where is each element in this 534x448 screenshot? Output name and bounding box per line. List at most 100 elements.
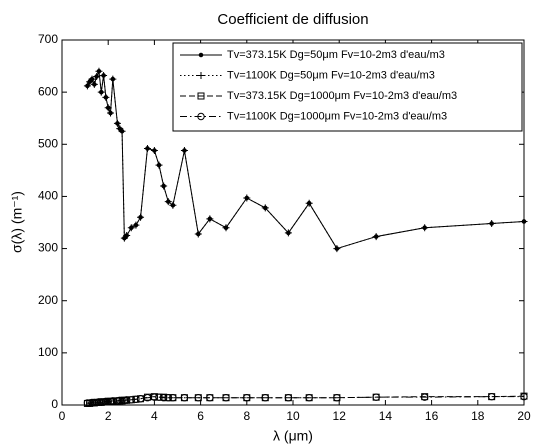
marker bbox=[333, 245, 341, 253]
y-tick-label: 100 bbox=[38, 345, 58, 359]
y-tick-label: 700 bbox=[38, 32, 58, 46]
marker bbox=[164, 198, 172, 206]
chart-title: Coefficient de diffusion bbox=[217, 11, 368, 28]
marker bbox=[284, 394, 293, 402]
x-tick-label: 12 bbox=[333, 409, 347, 423]
marker bbox=[127, 224, 135, 232]
marker bbox=[261, 394, 269, 402]
marker bbox=[160, 182, 168, 190]
marker bbox=[155, 393, 163, 401]
legend-marker bbox=[197, 112, 205, 121]
marker bbox=[137, 213, 145, 221]
legend-label: Tv=373.15K Dg=1000μm Fv=10-2m3 d'eau/m3 bbox=[227, 90, 457, 102]
legend-label: Tv=373.15K Dg=50μm Fv=10-2m3 d'eau/m3 bbox=[227, 49, 445, 61]
marker bbox=[222, 394, 230, 402]
x-tick-label: 2 bbox=[105, 409, 112, 423]
marker bbox=[143, 144, 151, 152]
marker bbox=[93, 73, 101, 80]
legend-label: Tv=1100K Dg=50μm Fv=10-2m3 d'eau/m3 bbox=[227, 69, 435, 81]
x-tick-label: 8 bbox=[243, 409, 250, 423]
legend-marker bbox=[197, 72, 205, 79]
y-axis-label: σ(λ) (m⁻¹) bbox=[9, 191, 25, 253]
marker bbox=[97, 88, 105, 96]
marker bbox=[372, 233, 380, 241]
marker bbox=[169, 394, 177, 402]
marker bbox=[194, 394, 202, 402]
marker bbox=[150, 393, 159, 401]
legend-marker bbox=[197, 92, 205, 100]
marker bbox=[305, 199, 313, 207]
x-tick-label: 4 bbox=[151, 409, 158, 423]
marker bbox=[83, 82, 91, 90]
marker bbox=[95, 67, 103, 75]
marker bbox=[90, 80, 98, 88]
marker bbox=[104, 104, 112, 112]
marker bbox=[90, 398, 99, 407]
marker bbox=[261, 204, 269, 212]
marker bbox=[180, 394, 189, 402]
marker bbox=[520, 392, 528, 401]
marker bbox=[88, 398, 96, 407]
marker bbox=[487, 392, 496, 401]
marker bbox=[127, 396, 136, 404]
marker bbox=[88, 75, 96, 83]
marker bbox=[100, 71, 108, 79]
marker bbox=[155, 161, 163, 169]
x-tick-label: 16 bbox=[425, 409, 439, 423]
marker bbox=[243, 394, 251, 402]
marker bbox=[180, 147, 188, 155]
x-tick-label: 18 bbox=[471, 409, 485, 423]
marker bbox=[118, 396, 126, 405]
y-tick-label: 200 bbox=[38, 293, 58, 307]
marker bbox=[520, 217, 528, 225]
marker bbox=[194, 230, 202, 238]
marker bbox=[222, 224, 230, 232]
marker bbox=[107, 109, 115, 117]
marker bbox=[97, 398, 105, 406]
x-tick-label: 14 bbox=[379, 409, 393, 423]
marker bbox=[136, 395, 145, 403]
marker bbox=[123, 232, 131, 240]
marker bbox=[333, 394, 341, 402]
legend-label: Tv=1100K Dg=1000μm Fv=10-2m3 d'eau/m3 bbox=[227, 110, 447, 122]
legend-box bbox=[172, 42, 523, 132]
marker bbox=[102, 397, 110, 406]
marker bbox=[420, 393, 429, 401]
marker bbox=[305, 394, 313, 402]
marker bbox=[83, 399, 92, 407]
y-tick-label: 0 bbox=[51, 397, 58, 411]
marker bbox=[132, 395, 140, 403]
marker bbox=[104, 397, 112, 406]
marker bbox=[109, 75, 117, 83]
marker bbox=[118, 127, 126, 135]
marker bbox=[206, 215, 214, 223]
y-tick-label: 300 bbox=[38, 241, 58, 255]
marker bbox=[421, 224, 429, 232]
marker bbox=[109, 397, 117, 405]
marker bbox=[95, 398, 103, 406]
x-tick-label: 6 bbox=[197, 409, 204, 423]
marker bbox=[143, 394, 152, 402]
marker bbox=[284, 229, 292, 237]
y-tick-label: 600 bbox=[38, 84, 58, 98]
marker bbox=[164, 394, 172, 402]
marker bbox=[206, 394, 214, 402]
marker bbox=[132, 221, 140, 229]
marker bbox=[372, 393, 380, 401]
x-tick-label: 10 bbox=[286, 409, 300, 423]
x-tick-label: 20 bbox=[517, 409, 531, 423]
marker bbox=[113, 119, 121, 127]
x-axis-label: λ (μm) bbox=[273, 428, 313, 444]
marker bbox=[169, 201, 177, 209]
marker bbox=[488, 220, 496, 228]
marker bbox=[159, 394, 168, 402]
marker bbox=[102, 93, 110, 101]
legend-marker bbox=[198, 52, 204, 58]
marker bbox=[150, 147, 158, 155]
y-tick-label: 400 bbox=[38, 189, 58, 203]
marker bbox=[243, 194, 251, 202]
marker bbox=[116, 396, 124, 405]
marker bbox=[122, 396, 131, 404]
x-tick-label: 0 bbox=[59, 409, 66, 423]
